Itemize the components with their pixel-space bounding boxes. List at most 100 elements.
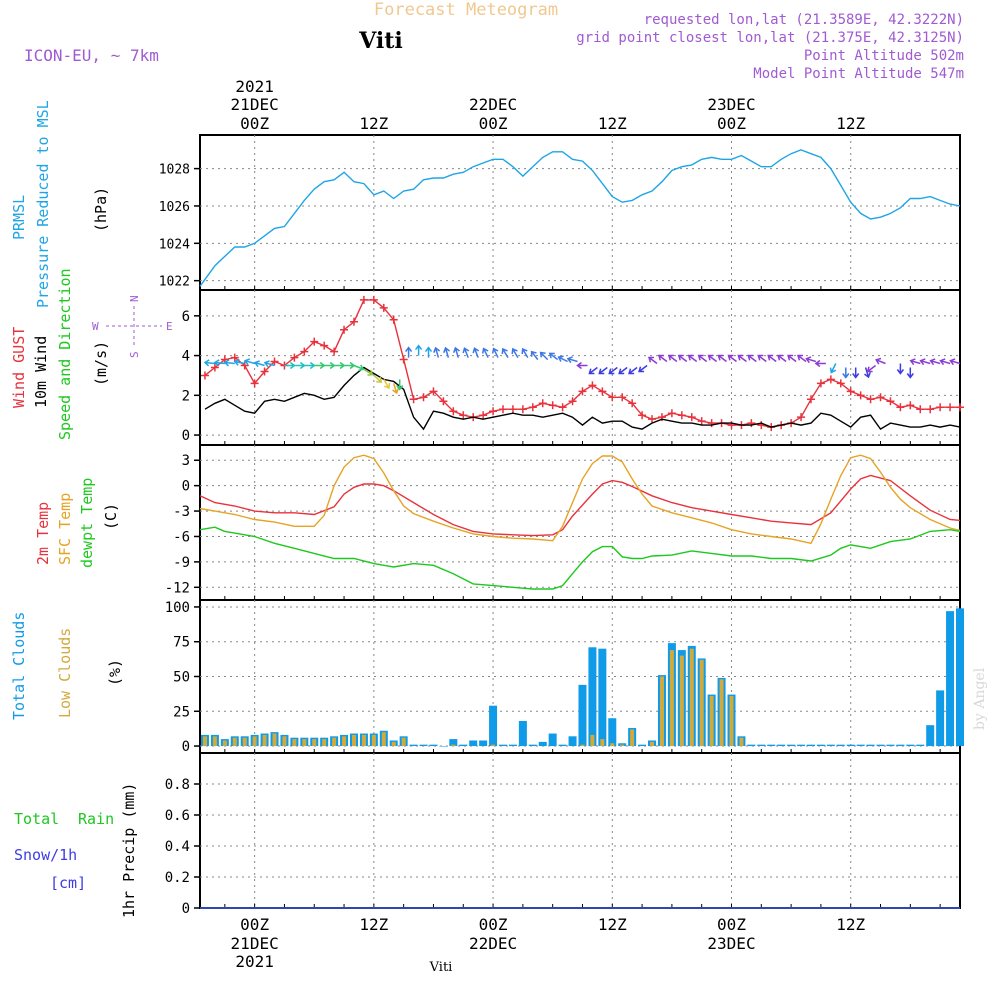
wind-direction-arrow xyxy=(501,347,509,358)
total-cloud-bar xyxy=(429,744,438,747)
gust-marker xyxy=(806,395,815,404)
gust-marker xyxy=(956,403,964,412)
wind-direction-arrow xyxy=(628,366,638,375)
low-cloud-bar xyxy=(262,734,267,747)
wind-direction-arrow xyxy=(203,359,215,367)
total-cloud-bar xyxy=(747,744,756,747)
gust-marker xyxy=(369,295,378,304)
footer-location: Viti xyxy=(429,960,453,975)
pressure-labels: PRMSL Pressure Reduced to MSL (hPa) xyxy=(10,100,110,308)
gust-marker xyxy=(548,401,557,410)
gust-marker xyxy=(260,367,269,376)
total-cloud-bar xyxy=(797,744,806,747)
watermark: by Angel xyxy=(972,667,988,730)
wind-direction-arrow xyxy=(787,354,797,363)
total-cloud-bar xyxy=(479,740,488,747)
low-cloud-bar xyxy=(302,739,307,747)
low-cloud-bar xyxy=(491,744,496,747)
wind-direction-arrow xyxy=(727,354,737,363)
celsius-unit-label: (C) xyxy=(102,503,120,530)
low-cloud-bar xyxy=(600,739,605,747)
total-cloud-bar xyxy=(439,746,448,747)
low-cloud-bar xyxy=(342,736,347,747)
gust-marker xyxy=(916,405,925,414)
gust-marker xyxy=(449,407,458,416)
gust-marker xyxy=(876,393,885,402)
pressure-ytick-label: 1026 xyxy=(159,200,190,215)
gust-marker xyxy=(210,363,219,372)
low-cloud-bar xyxy=(391,741,396,747)
gust-marker xyxy=(499,405,508,414)
gust-marker xyxy=(618,393,627,402)
wind-direction-arrow xyxy=(717,354,727,363)
gust-marker xyxy=(896,403,905,412)
wind-direction-arrow xyxy=(481,347,489,358)
gust-marker xyxy=(379,303,388,312)
total-cloud-bar xyxy=(508,744,517,747)
clouds-ytick-label: 50 xyxy=(173,670,190,686)
wind-direction-arrow xyxy=(909,358,921,366)
compass-west: W xyxy=(92,320,99,333)
total-cloud-bar xyxy=(449,739,458,747)
gust-marker xyxy=(479,411,488,420)
gust-marker xyxy=(757,421,766,430)
wind-direction-arrow xyxy=(344,361,356,370)
low-cloud-bar xyxy=(709,695,714,747)
chart-title: Forecast Meteogram xyxy=(374,0,558,20)
wind-direction-arrow xyxy=(383,379,391,390)
low-cloud-bar xyxy=(699,659,704,747)
wind-direction-arrow xyxy=(866,364,877,373)
total-cloud-bar xyxy=(886,744,895,747)
wind-direction-arrow xyxy=(284,361,296,370)
wind-direction-arrow xyxy=(598,366,608,375)
top-hour-label: 12Z xyxy=(598,114,627,133)
gust-marker xyxy=(349,317,358,326)
total-cloud-bar xyxy=(926,725,935,747)
gust-marker xyxy=(200,371,209,380)
low-cloud-bar xyxy=(729,695,734,747)
gust-marker xyxy=(677,411,686,420)
top-date-label: 23DEC xyxy=(707,95,755,114)
wind-direction-arrow xyxy=(677,354,688,363)
total-cloud-bar xyxy=(846,744,855,747)
wind-direction-arrow xyxy=(243,358,255,366)
total-cloud-bar xyxy=(866,744,875,747)
clouds-ytick-label: 75 xyxy=(173,635,190,651)
model-label: ICON-EU, ~ 7km xyxy=(24,46,159,65)
low-cloud-bar xyxy=(451,744,456,747)
wind-panel: 0 2 4 6 xyxy=(182,289,964,446)
wind-direction-arrow xyxy=(521,347,529,358)
gust-marker xyxy=(608,393,617,402)
gust-marker xyxy=(558,403,567,412)
total-cloud-bar xyxy=(638,744,647,747)
wind-speed-dir-label: Speed and Direction xyxy=(56,268,74,440)
precip-axis-label: 1hr Precip (mm) xyxy=(120,783,138,918)
wind-direction-arrow xyxy=(213,359,225,367)
wind-direction-arrow xyxy=(842,367,850,379)
low-cloud-bar xyxy=(630,729,635,747)
gust-marker xyxy=(727,421,736,430)
bottom-hour-label: 12Z xyxy=(598,915,627,934)
gust-marker xyxy=(926,405,935,414)
gust-marker xyxy=(747,419,756,428)
total-cloud-bar xyxy=(558,744,567,747)
rain-label: Rain xyxy=(78,810,114,828)
point-altitude: Point Altitude 502m xyxy=(804,48,964,64)
low-cloud-bar xyxy=(312,739,317,747)
wind-direction-arrow xyxy=(929,358,941,366)
low-cloud-bar xyxy=(351,734,356,747)
compass-south: S xyxy=(128,351,141,358)
low-cloud-bar xyxy=(361,734,366,747)
percent-unit-label: (%) xyxy=(106,659,124,686)
total-cloud-bar xyxy=(787,744,796,747)
panels: 1022 1024 1026 1028 0 2 4 6 3 0 -3 -6 -9 -12 0 25 50 75 10… xyxy=(159,134,964,917)
precip-ytick-label: 0 xyxy=(182,901,190,917)
bottom-year-label: 2021 xyxy=(235,952,274,971)
gust-marker xyxy=(578,387,587,396)
clouds-ytick-label: 100 xyxy=(165,600,190,616)
gust-marker xyxy=(816,379,825,388)
wind-ytick-label: 6 xyxy=(182,309,190,325)
wind-direction-arrow xyxy=(797,354,807,363)
gust-marker xyxy=(936,403,945,412)
wind-direction-arrow xyxy=(618,366,628,375)
